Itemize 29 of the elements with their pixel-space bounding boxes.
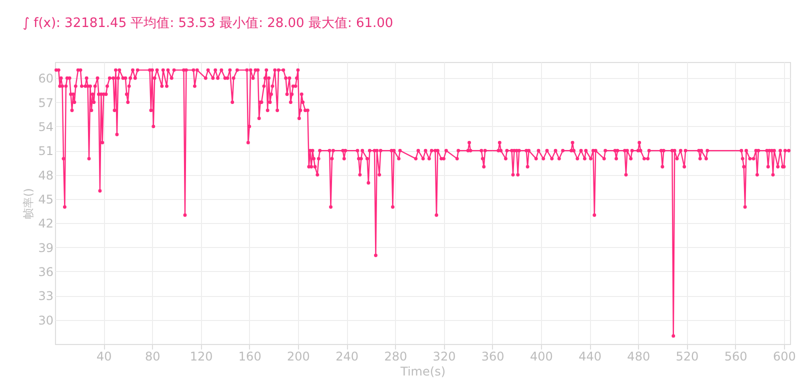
y-tick-label: 57: [38, 96, 54, 110]
x-tick-label: 600: [772, 350, 796, 364]
x-tick-label: 560: [724, 350, 748, 364]
y-tick-label: 60: [38, 72, 54, 86]
x-tick-label: 200: [287, 350, 310, 364]
x-tick-label: 360: [481, 350, 504, 364]
x-tick-label: 480: [627, 350, 650, 364]
x-tick-label: 40: [96, 350, 112, 364]
x-tick-label: 440: [578, 350, 602, 364]
x-axis-title: Time(s): [400, 364, 446, 378]
chart-title: ∫ f(x): 32181.45 平均值: 53.53 最小值: 28.00 最大值: 61.00: [22, 16, 394, 31]
y-tick-label: 30: [38, 313, 54, 328]
y-tick-label: 42: [38, 216, 54, 231]
y-tick-label: 54: [38, 120, 54, 134]
y-tick-label: 51: [38, 144, 54, 158]
x-tick-label: 160: [238, 350, 262, 364]
x-tick-label: 80: [145, 350, 160, 364]
x-tick-label: 400: [530, 350, 553, 364]
x-tick-label: 280: [384, 350, 408, 364]
y-axis-title: 帧率(): [22, 188, 36, 219]
y-tick-label: 48: [38, 168, 54, 182]
x-tick-label: 320: [432, 350, 456, 364]
x-tick-label: 520: [676, 350, 699, 364]
y-tick-label: 36: [38, 264, 54, 279]
y-tick-label: 39: [38, 240, 54, 255]
x-tick-label: 240: [336, 350, 359, 364]
y-tick-label: 45: [38, 192, 54, 206]
x-tick-label: 120: [190, 350, 213, 364]
y-tick-label: 33: [38, 289, 54, 304]
